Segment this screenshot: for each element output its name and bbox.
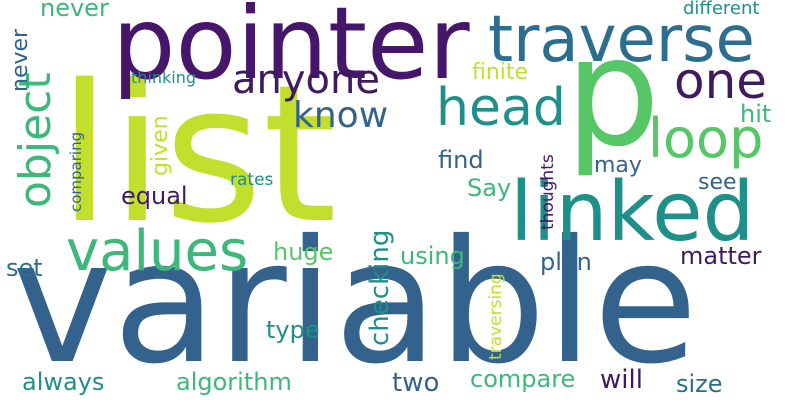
word-pointer: pointer <box>112 0 470 102</box>
word-Say: Say <box>467 174 512 202</box>
word-know: know <box>293 95 389 136</box>
word-one: one <box>674 52 768 110</box>
word-will: will <box>600 365 643 395</box>
word-traverse: traverse <box>488 3 755 77</box>
word-thoughts: thoughts <box>538 154 558 230</box>
word-may: may <box>594 153 642 178</box>
word-always: always <box>22 368 105 396</box>
word-using: using <box>400 242 465 270</box>
word-traversing: traversing <box>486 273 506 360</box>
word-loop: loop <box>648 107 764 170</box>
word-hit: hit <box>740 100 772 128</box>
word-thinking: thinking <box>131 68 197 87</box>
word-head: head <box>436 78 566 138</box>
word-never-2: never <box>8 28 33 92</box>
word-p: p <box>565 6 661 180</box>
word-rates: rates <box>230 170 274 190</box>
word-values: values <box>66 219 249 284</box>
word-matter: matter <box>680 242 762 270</box>
word-plan: plan <box>540 248 592 276</box>
word-equal: equal <box>121 182 188 210</box>
word-given: given <box>148 115 173 176</box>
word-anyone: anyone <box>232 57 380 103</box>
word-see: see <box>698 170 737 195</box>
word-linked: linked <box>510 165 755 260</box>
word-huge: huge <box>273 238 334 266</box>
word-checking: checking <box>365 229 395 346</box>
word-list: list <box>58 44 338 265</box>
word-comparing: comparing <box>67 131 85 212</box>
word-different: different <box>683 0 760 19</box>
word-compare: compare <box>470 365 576 393</box>
word-two: two <box>392 368 440 398</box>
word-algorithm: algorithm <box>176 368 292 396</box>
word-object: object <box>10 72 61 208</box>
word-set: set <box>6 254 43 282</box>
word-finite: finite <box>472 60 529 85</box>
word-find: find <box>438 146 484 174</box>
word-variable: variable <box>12 204 698 400</box>
word-never: never <box>40 0 109 22</box>
word-size: size <box>676 370 723 398</box>
word-type: type <box>266 316 320 344</box>
